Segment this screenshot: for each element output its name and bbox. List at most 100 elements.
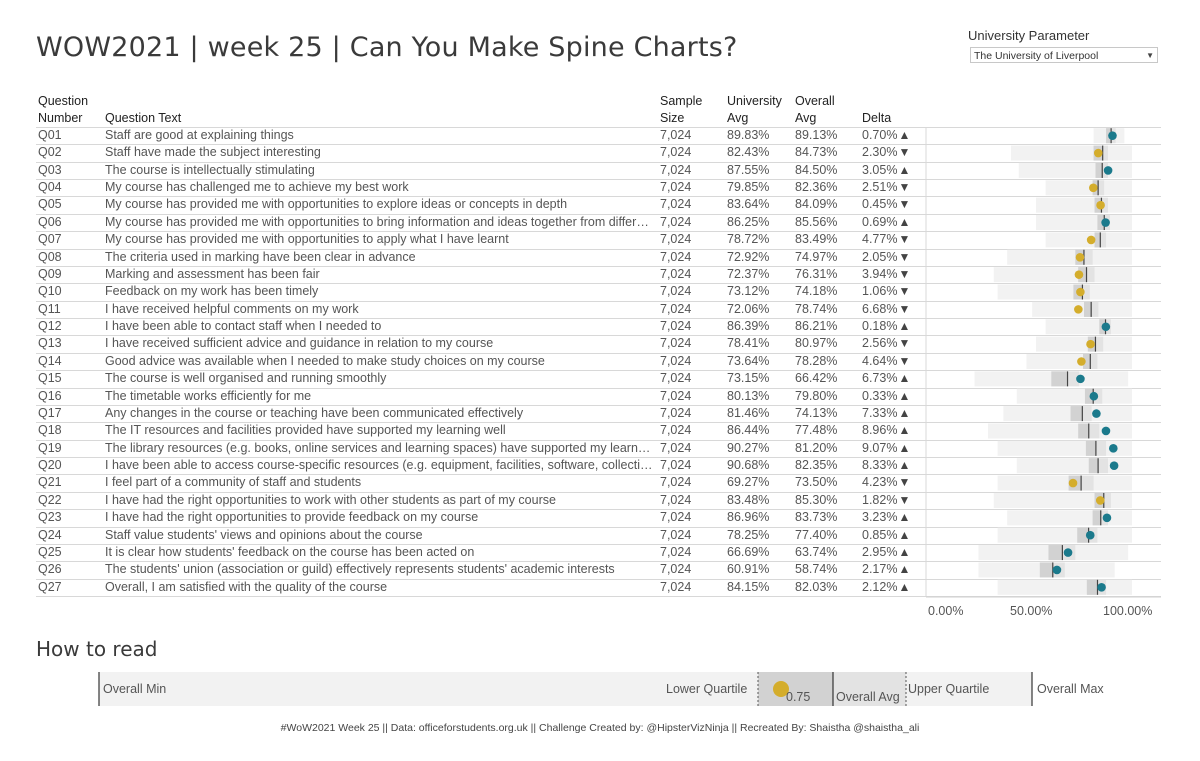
university-avg: 81.46% <box>727 405 770 420</box>
row-divider <box>36 561 1161 563</box>
overall-avg: 81.20% <box>795 440 838 455</box>
row-divider <box>36 387 1161 389</box>
range-min-max-bar <box>1036 215 1132 231</box>
delta-value: 6.68%▼ <box>862 301 910 318</box>
row-divider <box>36 318 1161 320</box>
header-uni-line1: University <box>727 94 782 108</box>
overall-avg: 74.18% <box>795 284 838 299</box>
delta-value: 2.30%▼ <box>862 144 910 161</box>
university-avg: 73.64% <box>727 353 770 368</box>
sample-size: 7,024 <box>660 336 692 351</box>
triangle-down-icon: ▼ <box>898 336 911 351</box>
question-number: Q24 <box>38 527 62 542</box>
overall-avg: 78.74% <box>795 301 838 316</box>
delta-number: 0.45% <box>862 197 898 212</box>
university-avg-dot <box>1101 322 1111 332</box>
range-lower-quartile-bar <box>1083 353 1091 369</box>
overall-avg: 80.97% <box>795 336 838 351</box>
range-lower-quartile-bar <box>1097 215 1105 231</box>
triangle-down-icon: ▼ <box>898 197 911 212</box>
range-lower-quartile-bar <box>1095 162 1103 178</box>
range-lower-quartile-bar <box>1086 579 1098 595</box>
university-avg: 60.91% <box>727 562 770 577</box>
sample-size: 7,024 <box>660 284 692 299</box>
delta-value: 3.23%▲ <box>862 509 910 526</box>
overall-avg: 63.74% <box>795 544 838 559</box>
range-min-max-bar <box>1045 319 1132 335</box>
delta-number: 2.51% <box>862 180 898 195</box>
range-min-max-bar <box>997 284 1132 300</box>
how-to-read-title: How to read <box>36 637 158 661</box>
delta-number: 4.23% <box>862 475 898 490</box>
question-number: Q16 <box>38 388 62 403</box>
triangle-down-icon: ▼ <box>898 145 911 160</box>
delta-value: 0.45%▼ <box>862 196 910 213</box>
triangle-up-icon: ▲ <box>898 423 911 438</box>
row-divider <box>36 474 1161 476</box>
university-avg-dot <box>1074 305 1083 314</box>
delta-number: 4.77% <box>862 232 898 247</box>
university-avg: 90.27% <box>727 440 770 455</box>
range-min-max-bar <box>997 579 1132 595</box>
triangle-down-icon: ▼ <box>898 475 911 490</box>
sample-size: 7,024 <box>660 371 692 386</box>
university-avg-dot <box>1075 252 1085 262</box>
delta-number: 2.12% <box>862 579 898 594</box>
chevron-down-icon[interactable]: ▼ <box>1146 51 1154 60</box>
range-lower-quartile-bar <box>1078 423 1089 439</box>
row-divider <box>36 352 1161 354</box>
question-number: Q10 <box>38 284 62 299</box>
row-divider <box>36 231 1161 233</box>
university-avg-dot <box>1102 513 1112 523</box>
delta-value: 8.96%▲ <box>862 422 910 439</box>
delta-value: 0.85%▲ <box>862 527 910 544</box>
delta-number: 0.85% <box>862 527 898 542</box>
overall-avg: 76.31% <box>795 266 838 281</box>
delta-value: 2.05%▼ <box>862 249 910 266</box>
range-lower-quartile-bar <box>1048 545 1063 561</box>
sample-size: 7,024 <box>660 319 692 334</box>
sample-size: 7,024 <box>660 492 692 507</box>
header-sample-size: Sample Size <box>660 93 702 127</box>
overall-avg: 73.50% <box>795 475 838 490</box>
delta-value: 0.18%▲ <box>862 318 910 335</box>
row-divider <box>36 127 1161 128</box>
question-number: Q06 <box>38 214 62 229</box>
university-avg-dot <box>1109 444 1118 453</box>
triangle-up-icon: ▲ <box>898 388 911 403</box>
legend-lower-quartile-bar <box>758 672 833 706</box>
question-number: Q15 <box>38 371 62 386</box>
delta-number: 7.33% <box>862 405 898 420</box>
triangle-up-icon: ▲ <box>898 371 911 386</box>
triangle-down-icon: ▼ <box>898 249 911 264</box>
university-avg: 83.64% <box>727 197 770 212</box>
header-qnum-line2: Number <box>38 111 83 125</box>
footer-credits: #WoW2021 Week 25 || Data: officeforstude… <box>280 722 920 734</box>
university-avg: 78.25% <box>727 527 770 542</box>
question-number: Q07 <box>38 232 62 247</box>
sample-size: 7,024 <box>660 301 692 316</box>
sample-size: 7,024 <box>660 562 692 577</box>
triangle-down-icon: ▼ <box>898 301 911 316</box>
header-sample-line1: Sample <box>660 94 703 108</box>
triangle-up-icon: ▲ <box>898 162 911 177</box>
delta-value: 2.56%▼ <box>862 335 910 352</box>
triangle-down-icon: ▼ <box>898 353 911 368</box>
question-number: Q19 <box>38 440 62 455</box>
header-uni-line2: Avg <box>727 111 749 125</box>
question-number: Q01 <box>38 128 62 142</box>
range-min-max-bar <box>1036 197 1132 213</box>
university-parameter-dropdown[interactable]: The University of Liverpool ▼ <box>970 47 1158 63</box>
university-avg: 66.69% <box>727 544 770 559</box>
range-min-max-bar <box>1045 180 1132 196</box>
sample-size: 7,024 <box>660 214 692 229</box>
delta-value: 0.33%▲ <box>862 388 910 405</box>
triangle-up-icon: ▲ <box>898 579 911 594</box>
delta-value: 1.82%▼ <box>862 492 910 509</box>
header-overall-line1: Overall <box>795 94 835 108</box>
x-tick-0: 0.00% <box>928 604 964 618</box>
overall-avg: 86.21% <box>795 319 838 334</box>
sample-size: 7,024 <box>660 388 692 403</box>
university-avg-dot <box>1095 496 1105 505</box>
overall-avg: 84.73% <box>795 145 838 160</box>
